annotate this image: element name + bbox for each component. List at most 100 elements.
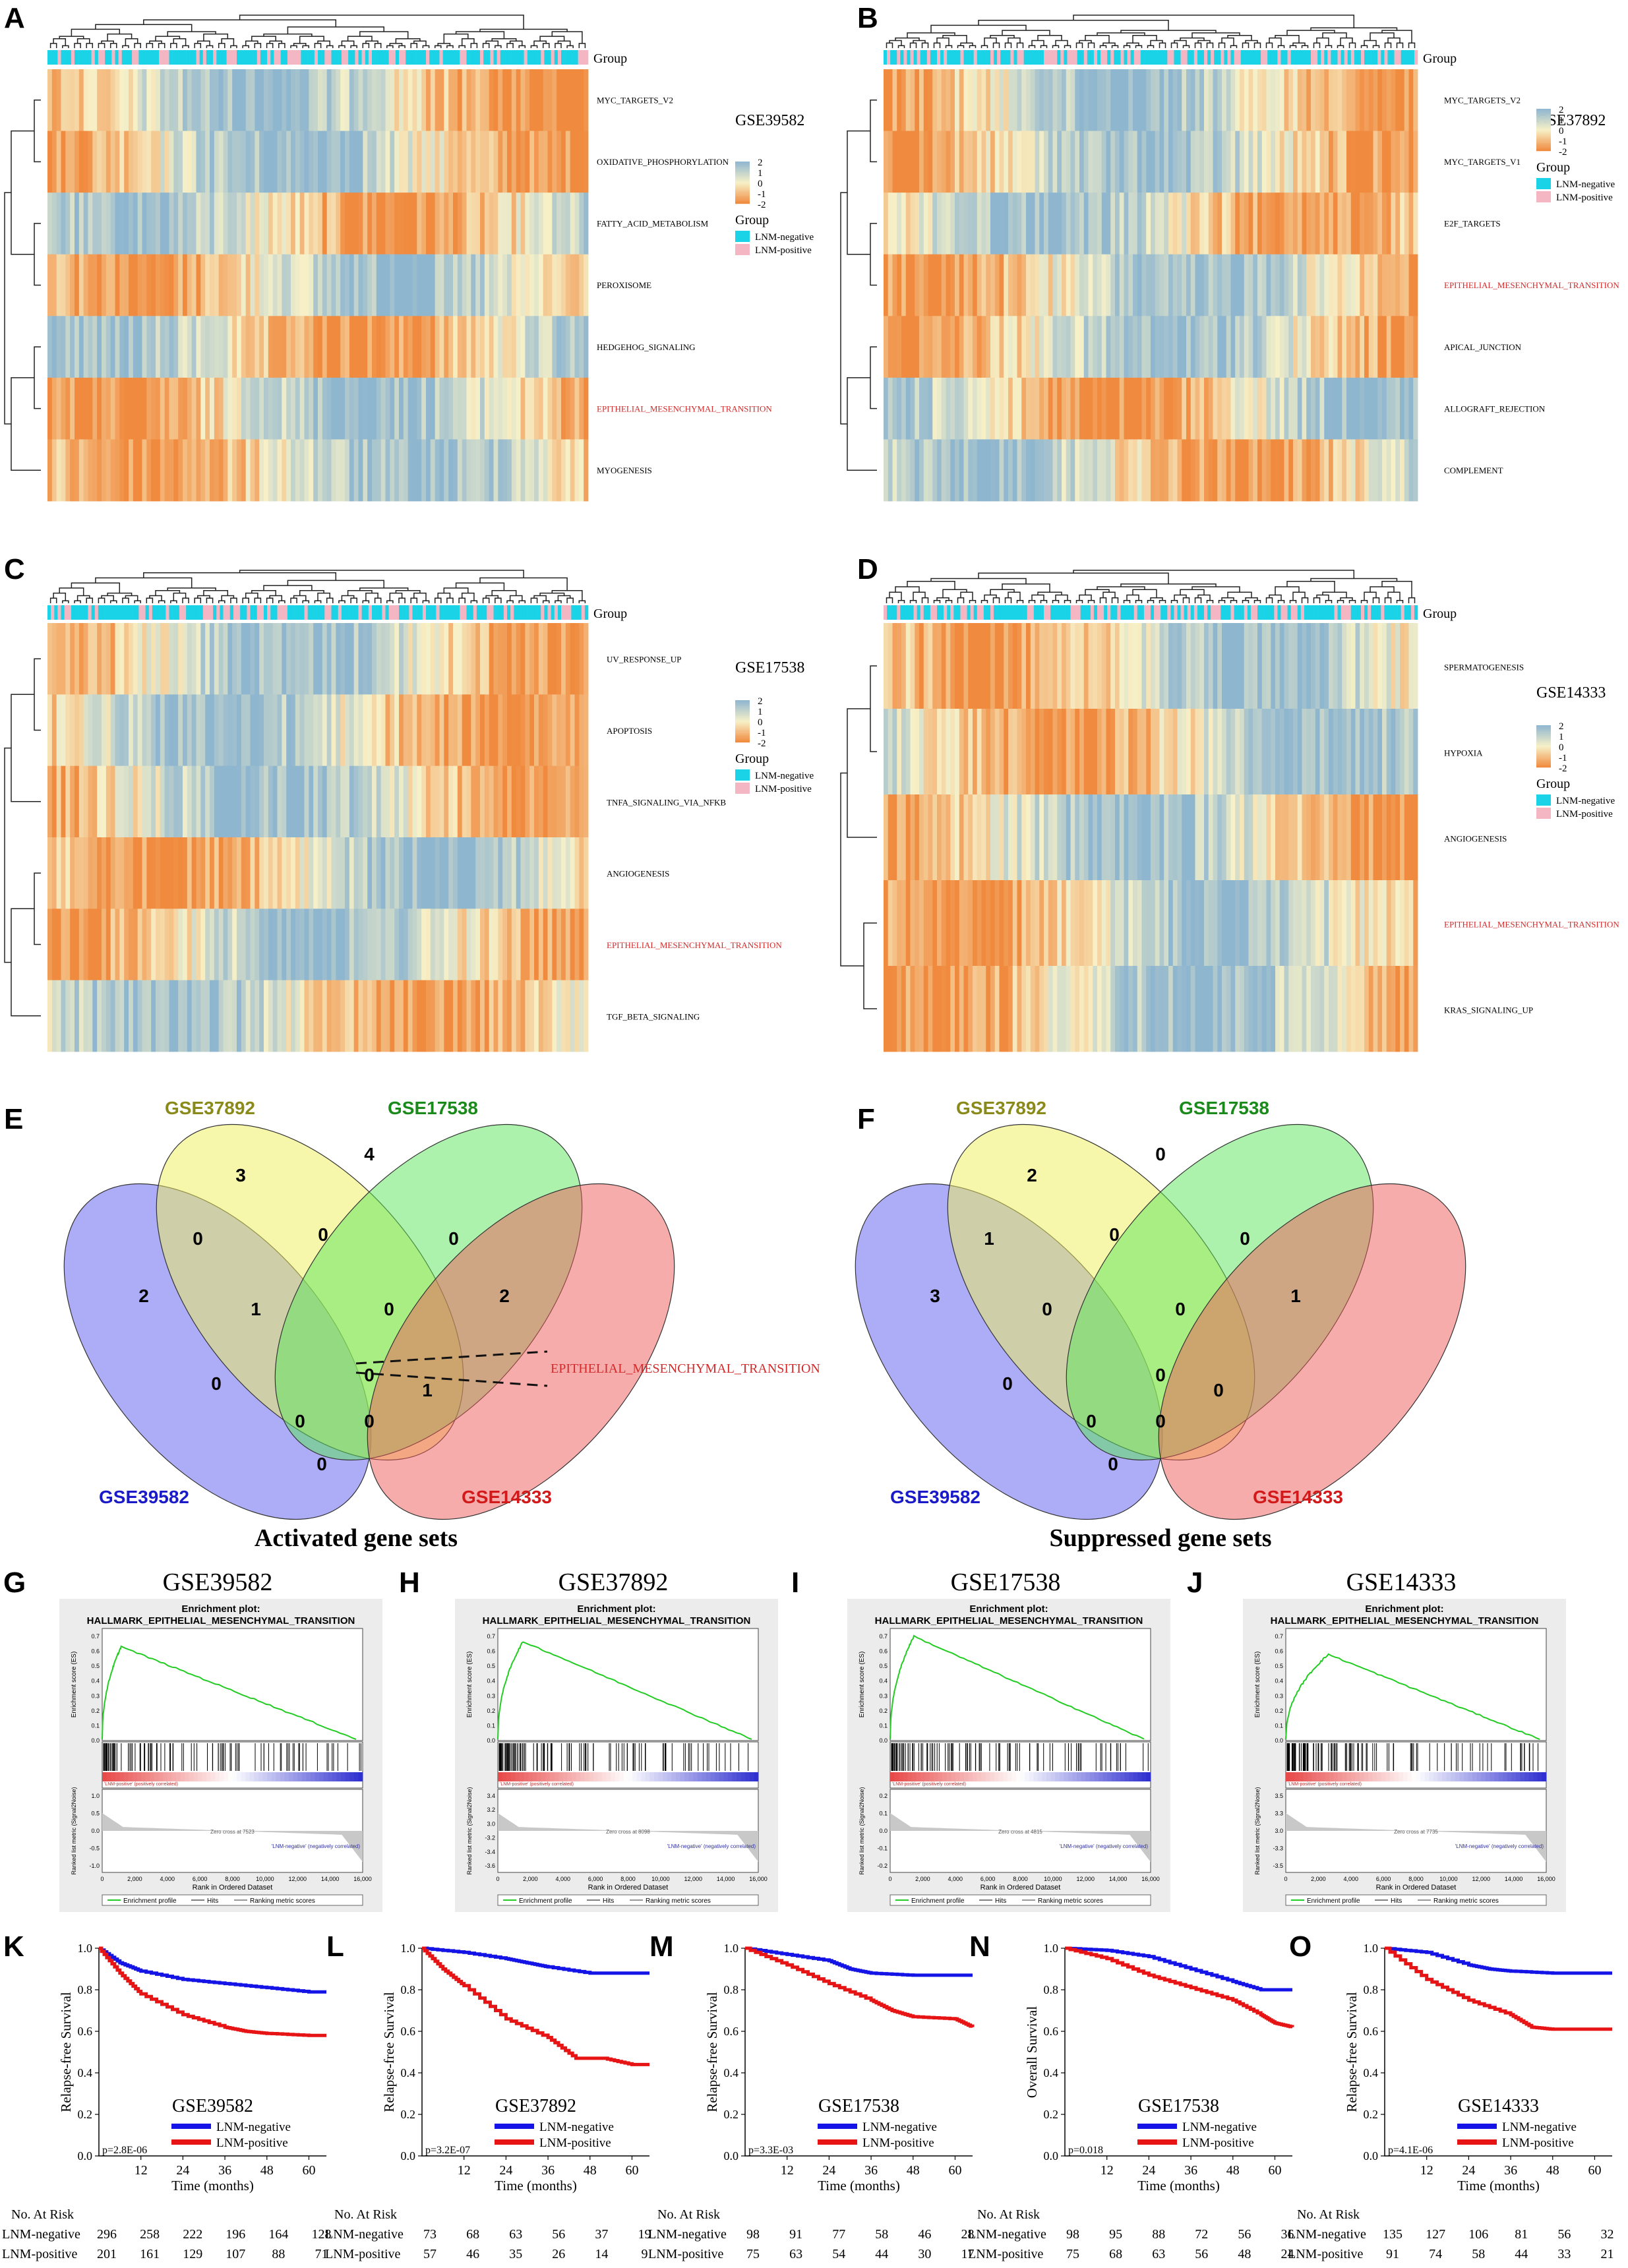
heat-cell xyxy=(1391,623,1396,709)
heat-cell xyxy=(191,439,196,502)
group-cell-negative xyxy=(957,605,961,620)
heat-cell xyxy=(444,69,449,131)
heat-cell xyxy=(1204,623,1209,709)
heat-cell xyxy=(1244,69,1249,131)
pathway-label: MYOGENESIS xyxy=(597,465,652,475)
group-cell-positive xyxy=(1250,605,1255,620)
group-cell-negative xyxy=(385,50,389,65)
heat-cell xyxy=(1083,966,1089,1052)
heat-cell xyxy=(1093,69,1098,131)
heat-cell xyxy=(1293,254,1298,316)
heat-cell xyxy=(309,765,314,838)
heatmap-cells xyxy=(884,623,1418,1052)
group-cell-positive xyxy=(57,50,61,65)
x-tick: 8,000 xyxy=(1013,1876,1028,1882)
heat-cell xyxy=(462,623,467,695)
heat-cell xyxy=(574,69,580,131)
metric-tick: -0.5 xyxy=(89,1845,100,1852)
heat-cell xyxy=(227,694,233,767)
heat-cell xyxy=(565,193,571,255)
heat-cell xyxy=(1172,69,1178,131)
heat-cell xyxy=(534,377,539,440)
heat-cell xyxy=(905,623,911,709)
heat-cell xyxy=(547,837,553,909)
heat-cell xyxy=(1302,131,1307,193)
heat-cell xyxy=(376,377,382,440)
metric-tick: -0.2 xyxy=(877,1863,888,1869)
heat-cell xyxy=(47,316,53,378)
heat-cell xyxy=(119,694,125,767)
heat-cell xyxy=(1083,254,1089,316)
heat-cell xyxy=(417,980,422,1052)
heat-cell xyxy=(1026,439,1031,502)
group-cell-negative xyxy=(1381,50,1385,65)
heat-cell xyxy=(466,316,471,378)
heat-cell xyxy=(1230,131,1236,193)
heat-cell xyxy=(61,316,66,378)
heat-cell xyxy=(178,69,183,131)
heat-cell xyxy=(407,980,413,1052)
scale-step xyxy=(735,711,750,712)
heat-cell xyxy=(994,709,1000,795)
group-cell-negative xyxy=(551,605,555,620)
group-cell-negative xyxy=(1407,605,1412,620)
heat-cell xyxy=(331,837,336,909)
heat-cell xyxy=(299,837,305,909)
heat-cell xyxy=(1311,254,1316,316)
heat-cell xyxy=(471,837,476,909)
heat-cell xyxy=(1293,131,1298,193)
group-cell-negative xyxy=(1267,50,1271,65)
heat-cell xyxy=(1044,131,1049,193)
group-cell-negative xyxy=(926,605,931,620)
group-cell-negative xyxy=(1374,605,1378,620)
heat-cell xyxy=(1070,377,1075,440)
venn-count: 0 xyxy=(1109,1224,1120,1245)
heat-cell xyxy=(223,69,228,131)
heat-cell xyxy=(1275,623,1281,709)
heat-cell xyxy=(946,709,951,795)
heat-cell xyxy=(1070,966,1075,1052)
heat-cell xyxy=(218,837,224,909)
heat-cell xyxy=(1395,966,1401,1052)
heat-cell xyxy=(1177,880,1182,967)
heat-cell xyxy=(412,909,417,981)
group-cell-positive xyxy=(341,50,346,65)
scale-step xyxy=(735,722,750,724)
km-curve-negative xyxy=(745,1946,973,1977)
heat-cell xyxy=(223,377,228,440)
heat-cell xyxy=(986,880,991,967)
heat-cell xyxy=(277,193,282,255)
heat-cell xyxy=(299,69,305,131)
heat-cell xyxy=(884,316,889,378)
heat-cell xyxy=(97,316,102,378)
group-cell-positive xyxy=(1067,50,1071,65)
heat-cell xyxy=(1213,254,1218,316)
heat-cell xyxy=(51,193,57,255)
heat-cell xyxy=(538,193,544,255)
heat-cell xyxy=(1391,254,1396,316)
group-cell-negative xyxy=(280,50,285,65)
heat-cell xyxy=(915,880,920,967)
heat-cell xyxy=(1035,69,1040,131)
heat-cell xyxy=(146,193,152,255)
group-cell-positive xyxy=(926,50,931,65)
heat-cell xyxy=(888,439,893,502)
rank-color-cell xyxy=(1372,1772,1377,1781)
heat-cell xyxy=(133,377,138,440)
pathway-label: EPITHELIAL_MESENCHYMAL_TRANSITION xyxy=(1444,920,1619,930)
heat-cell xyxy=(191,254,196,316)
heat-cell xyxy=(1110,794,1116,881)
heat-cell xyxy=(268,694,274,767)
group-cell-negative xyxy=(1033,50,1038,65)
heat-cell xyxy=(1311,709,1316,795)
heat-cell xyxy=(430,193,436,255)
heat-cell xyxy=(1222,377,1227,440)
heat-cell xyxy=(106,131,111,193)
heat-cell xyxy=(1244,254,1249,316)
group-cell-negative xyxy=(406,605,409,620)
heat-cell xyxy=(1021,623,1027,709)
heat-cell xyxy=(1364,623,1370,709)
group-cell-positive xyxy=(202,50,207,65)
heat-cell xyxy=(1395,880,1401,967)
heat-cell xyxy=(901,880,907,967)
